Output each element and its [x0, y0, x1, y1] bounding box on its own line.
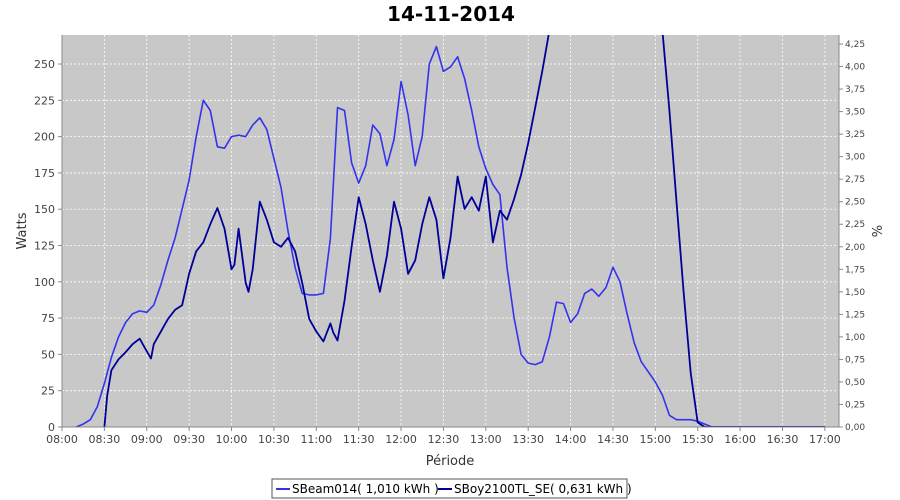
x-tick-label: 15:00	[639, 433, 671, 446]
y2-tick-label: 0,50	[845, 378, 865, 388]
x-tick-label: 13:30	[512, 433, 544, 446]
y2-tick-label: 1,00	[845, 333, 865, 343]
legend-label-sbeam014: SBeam014( 1,010 kWh )	[292, 482, 439, 496]
y2-tick-label: 0,25	[845, 400, 865, 410]
y2-tick-label: 2,25	[845, 220, 865, 230]
y-tick-label: 25	[41, 385, 55, 398]
y2-tick-label: 2,75	[845, 175, 865, 185]
y-tick-label: 0	[48, 421, 55, 434]
y-tick-label: 75	[41, 312, 55, 325]
x-tick-label: 11:00	[300, 433, 332, 446]
y2-axis-ticks: 0,00 0,25 0,50 0,75 1,00 1,25 1,50 1,75 2,00 2,25…	[839, 40, 865, 433]
x-tick-label: 08:30	[89, 433, 121, 446]
y2-tick-label: 2,00	[845, 243, 865, 253]
x-tick-label: 12:30	[428, 433, 460, 446]
y2-axis-label: %	[871, 225, 886, 237]
x-tick-label: 10:30	[258, 433, 290, 446]
y2-tick-label: 3,50	[845, 108, 865, 118]
y2-tick-label: 3,75	[845, 85, 865, 95]
y-tick-label: 175	[34, 167, 55, 180]
y2-tick-label: 0,00	[845, 423, 865, 433]
y2-tick-label: 4,25	[845, 40, 865, 50]
series-layer	[75, 35, 825, 427]
y-tick-label: 100	[34, 276, 55, 289]
y-tick-label: 150	[34, 203, 55, 216]
chart-title: 14-11-2014	[387, 2, 515, 26]
series-line-sboy2100tl	[103, 35, 825, 427]
x-tick-label: 08:00	[46, 433, 78, 446]
y2-tick-label: 2,50	[845, 198, 865, 208]
x-tick-label: 14:30	[597, 433, 629, 446]
gridlines	[61, 35, 839, 428]
y2-tick-label: 1,25	[845, 310, 865, 320]
y2-tick-label: 0,75	[845, 355, 865, 365]
x-tick-label: 12:00	[385, 433, 417, 446]
x-tick-label: 09:30	[173, 433, 205, 446]
x-axis-label: Période	[426, 454, 475, 469]
y2-tick-label: 3,00	[845, 153, 865, 163]
y2-tick-label: 4,00	[845, 63, 865, 73]
y-tick-label: 200	[34, 131, 55, 144]
y2-tick-label: 1,75	[845, 265, 865, 275]
y-tick-label: 125	[34, 240, 55, 253]
y2-tick-label: 3,25	[845, 130, 865, 140]
x-tick-label: 16:30	[767, 433, 799, 446]
y-axis-ticks: 0 25 50 75 100 125 150 175 200 225 250	[34, 58, 62, 434]
y-tick-label: 225	[34, 94, 55, 107]
x-tick-label: 17:00	[809, 433, 841, 446]
y-tick-label: 50	[41, 348, 55, 361]
x-tick-label: 10:00	[216, 433, 248, 446]
series-line-sbeam014	[75, 45, 825, 427]
legend-label-sboy2100tl: SBoy2100TL_SE( 0,631 kWh )	[454, 482, 632, 496]
x-tick-label: 15:30	[682, 433, 714, 446]
x-tick-label: 11:30	[343, 433, 375, 446]
y-tick-label: 250	[34, 58, 55, 71]
x-tick-label: 16:00	[724, 433, 756, 446]
legend: SBeam014( 1,010 kWh ) SBoy2100TL_SE( 0,6…	[271, 478, 632, 499]
x-tick-label: 14:00	[555, 433, 587, 446]
x-tick-label: 13:00	[470, 433, 502, 446]
y2-tick-label: 1,50	[845, 288, 865, 298]
x-axis-ticks: 08:00 08:30 09:00 09:30 10:00 10:30 11:00 11:30…	[46, 427, 841, 446]
y-axis-label: Watts	[15, 212, 30, 249]
x-tick-label: 09:00	[131, 433, 163, 446]
